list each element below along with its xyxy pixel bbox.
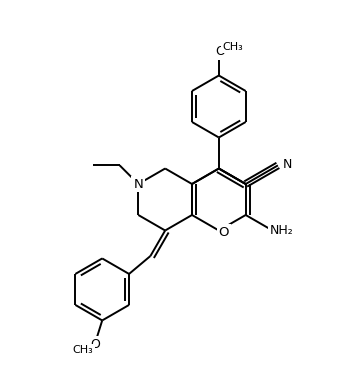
Text: O: O xyxy=(90,338,100,351)
Text: CH₃: CH₃ xyxy=(73,345,93,356)
Text: O: O xyxy=(215,45,225,58)
Text: N: N xyxy=(134,178,143,191)
Text: N: N xyxy=(283,158,292,171)
Text: NH₂: NH₂ xyxy=(270,225,294,238)
Text: CH₃: CH₃ xyxy=(222,42,243,51)
Text: O: O xyxy=(219,226,229,239)
